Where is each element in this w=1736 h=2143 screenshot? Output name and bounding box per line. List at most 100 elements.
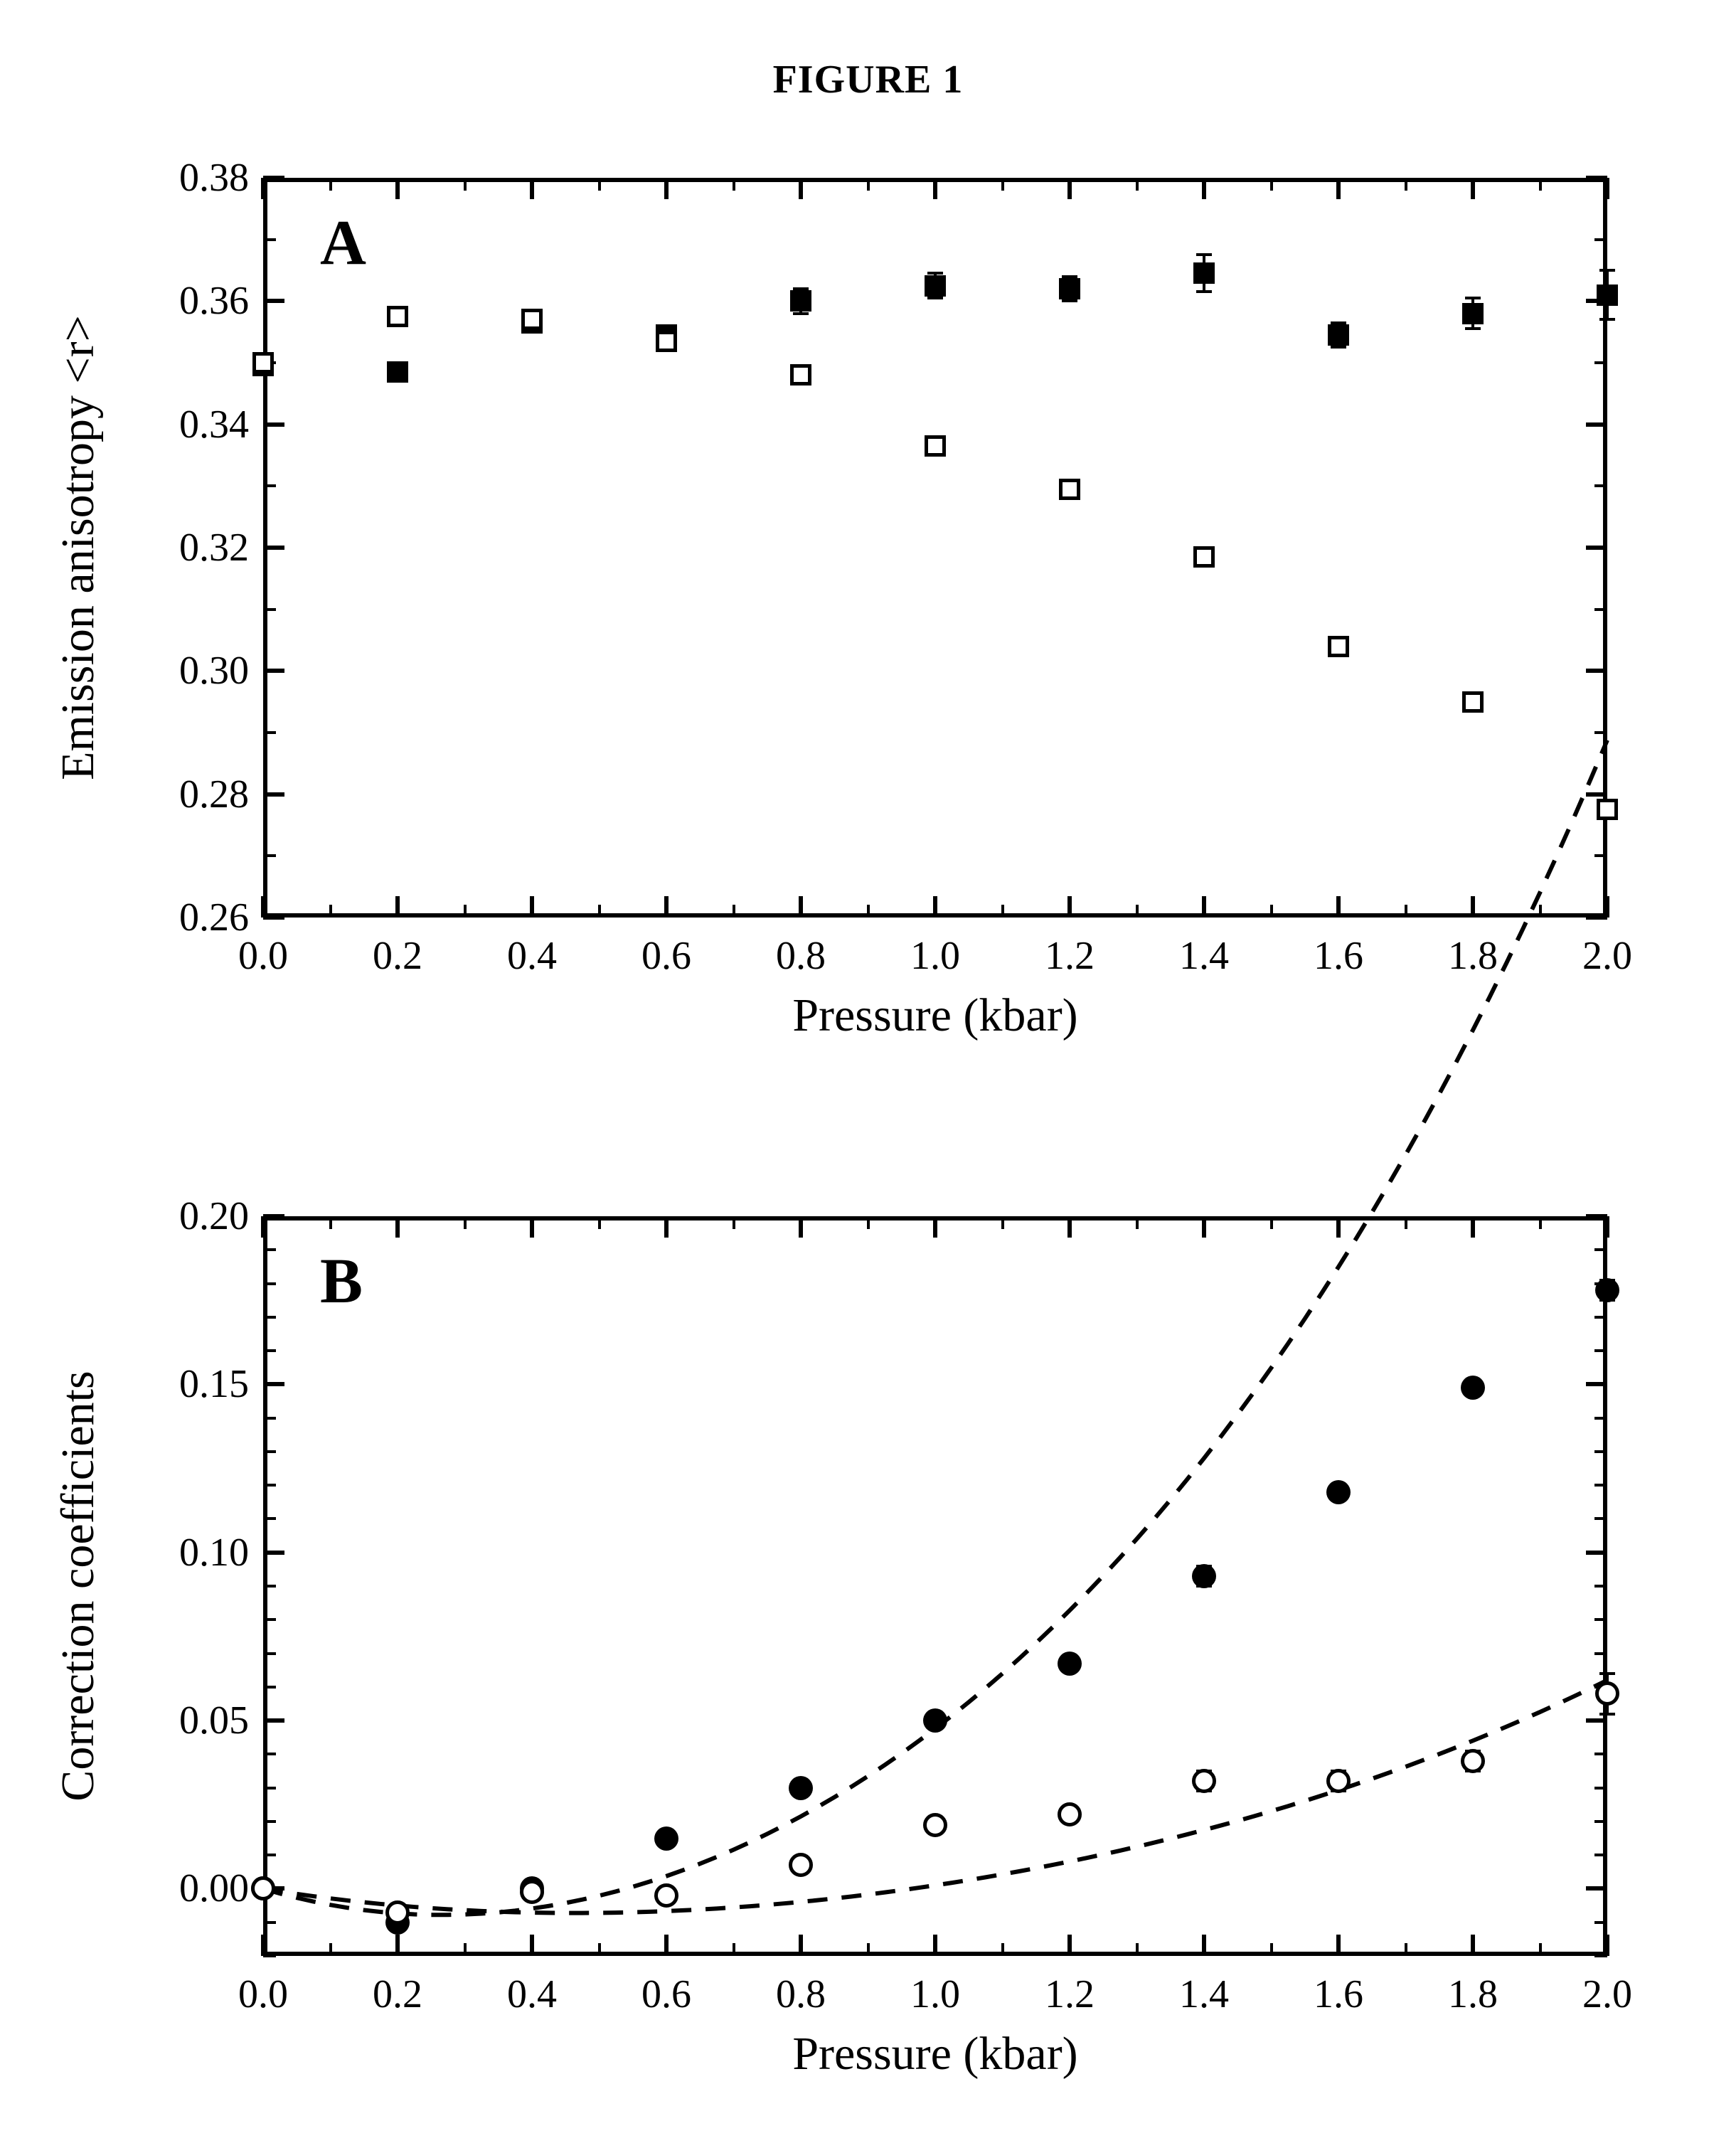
panelB-filled-circles-marker xyxy=(1058,1652,1082,1676)
error-cap xyxy=(793,312,809,315)
xtick-major xyxy=(530,1935,534,1956)
ytick-minor-right xyxy=(1594,1585,1607,1588)
panelA-yaxis-title: Emission anisotropy <r> xyxy=(51,315,105,780)
error-cap xyxy=(1465,297,1481,299)
xtick-major-top xyxy=(1336,1216,1341,1238)
xtick-label: 0.2 xyxy=(373,933,422,979)
xtick-label: 0.4 xyxy=(507,1972,557,2017)
error-cap xyxy=(1196,253,1212,256)
xtick-major-top xyxy=(1202,178,1206,199)
xtick-minor xyxy=(1001,905,1004,918)
ytick-label: 0.28 xyxy=(142,772,249,817)
panelA-filled-squares-marker xyxy=(1193,262,1215,284)
ytick-major xyxy=(263,1718,284,1723)
panelB-open-circles-marker xyxy=(1461,1749,1485,1773)
xtick-major xyxy=(261,896,265,918)
xtick-major xyxy=(1067,896,1072,918)
ytick-minor-right xyxy=(1594,1484,1607,1487)
xtick-major xyxy=(1471,1935,1475,1956)
ytick-major-right xyxy=(1586,915,1607,920)
xtick-minor-top xyxy=(867,178,870,191)
xtick-major-top xyxy=(799,1216,803,1238)
xtick-minor-top xyxy=(1405,1216,1407,1229)
xtick-major xyxy=(933,1935,937,1956)
xtick-minor xyxy=(867,905,870,918)
xtick-minor xyxy=(733,1943,735,1956)
xtick-major-top xyxy=(933,1216,937,1238)
xtick-major xyxy=(1202,896,1206,918)
xtick-major-top xyxy=(261,178,265,199)
ytick-label: 0.34 xyxy=(142,402,249,447)
ytick-minor xyxy=(263,1652,276,1655)
ytick-major-right xyxy=(1586,1382,1607,1386)
xtick-label: 1.4 xyxy=(1179,933,1229,979)
ytick-minor xyxy=(263,1854,276,1856)
panelA-filled-squares-marker xyxy=(925,275,946,297)
ytick-major xyxy=(263,299,284,303)
xtick-major xyxy=(1336,1935,1341,1956)
xtick-major xyxy=(1067,1935,1072,1956)
xtick-major xyxy=(1202,1935,1206,1956)
figure-page: FIGURE 1 A0.00.20.40.60.81.01.21.41.61.8… xyxy=(0,0,1736,2143)
ytick-minor-right xyxy=(1594,608,1607,611)
panelA-open-squares-marker xyxy=(1193,546,1215,568)
panelA-open-squares-marker xyxy=(387,306,408,327)
xtick-label: 1.0 xyxy=(910,1972,960,2017)
error-cap xyxy=(1062,299,1077,302)
figure-title: FIGURE 1 xyxy=(0,57,1736,102)
ytick-minor xyxy=(263,1248,276,1251)
xtick-minor xyxy=(329,1943,332,1956)
ytick-major xyxy=(263,1214,284,1218)
ytick-minor-right xyxy=(1594,1248,1607,1251)
panelB-open-circles-marker xyxy=(1326,1769,1351,1793)
xtick-major-top xyxy=(1471,178,1475,199)
xtick-minor-top xyxy=(1136,1216,1139,1229)
ytick-major-right xyxy=(1586,669,1607,673)
panelB-filled-circles-marker xyxy=(923,1708,947,1733)
ytick-major xyxy=(263,176,284,180)
xtick-label: 0.6 xyxy=(641,933,691,979)
xtick-label: 1.2 xyxy=(1045,933,1095,979)
xtick-minor xyxy=(329,905,332,918)
xtick-minor xyxy=(1539,1943,1542,1956)
xtick-major xyxy=(664,1935,669,1956)
panelA-open-squares-marker xyxy=(1462,691,1484,713)
ytick-major xyxy=(263,1551,284,1555)
xtick-label: 1.0 xyxy=(910,933,960,979)
xtick-minor-top xyxy=(1001,178,1004,191)
xtick-major-top xyxy=(1067,178,1072,199)
xtick-minor xyxy=(1405,905,1407,918)
panelA-filled-squares-marker xyxy=(1059,278,1080,299)
panelA-open-squares-marker xyxy=(1597,799,1618,820)
panelB-filled-circles-marker xyxy=(789,1776,813,1800)
ytick-minor xyxy=(263,1417,276,1420)
ytick-minor-right xyxy=(1594,731,1607,734)
ytick-label: 0.10 xyxy=(142,1530,249,1575)
xtick-label: 1.4 xyxy=(1179,1972,1229,2017)
xtick-minor-top xyxy=(1270,1216,1273,1229)
ytick-label: 0.26 xyxy=(142,895,249,940)
xtick-major xyxy=(395,896,400,918)
ytick-minor-right xyxy=(1594,484,1607,487)
panelB-filled-circles-marker xyxy=(1192,1564,1216,1588)
xtick-minor xyxy=(1405,1943,1407,1956)
ytick-label: 0.38 xyxy=(142,155,249,201)
xtick-major-top xyxy=(1067,1216,1072,1238)
ytick-major xyxy=(263,915,284,920)
error-cap xyxy=(1599,269,1615,272)
xtick-minor-top xyxy=(598,178,601,191)
ytick-minor xyxy=(263,1282,276,1285)
ytick-minor xyxy=(263,238,276,241)
xtick-label: 2.0 xyxy=(1582,1972,1632,2017)
panelA-open-squares-marker xyxy=(252,352,274,373)
ytick-minor-right xyxy=(1594,854,1607,857)
xtick-major xyxy=(799,896,803,918)
panelA-filled-squares-marker xyxy=(790,290,811,312)
ytick-minor xyxy=(263,731,276,734)
xtick-major xyxy=(799,1935,803,1956)
ytick-label: 0.15 xyxy=(142,1361,249,1407)
ytick-minor-right xyxy=(1594,1854,1607,1856)
error-cap xyxy=(1599,1672,1615,1675)
ytick-major xyxy=(263,1382,284,1386)
xtick-label: 1.8 xyxy=(1448,1972,1498,2017)
